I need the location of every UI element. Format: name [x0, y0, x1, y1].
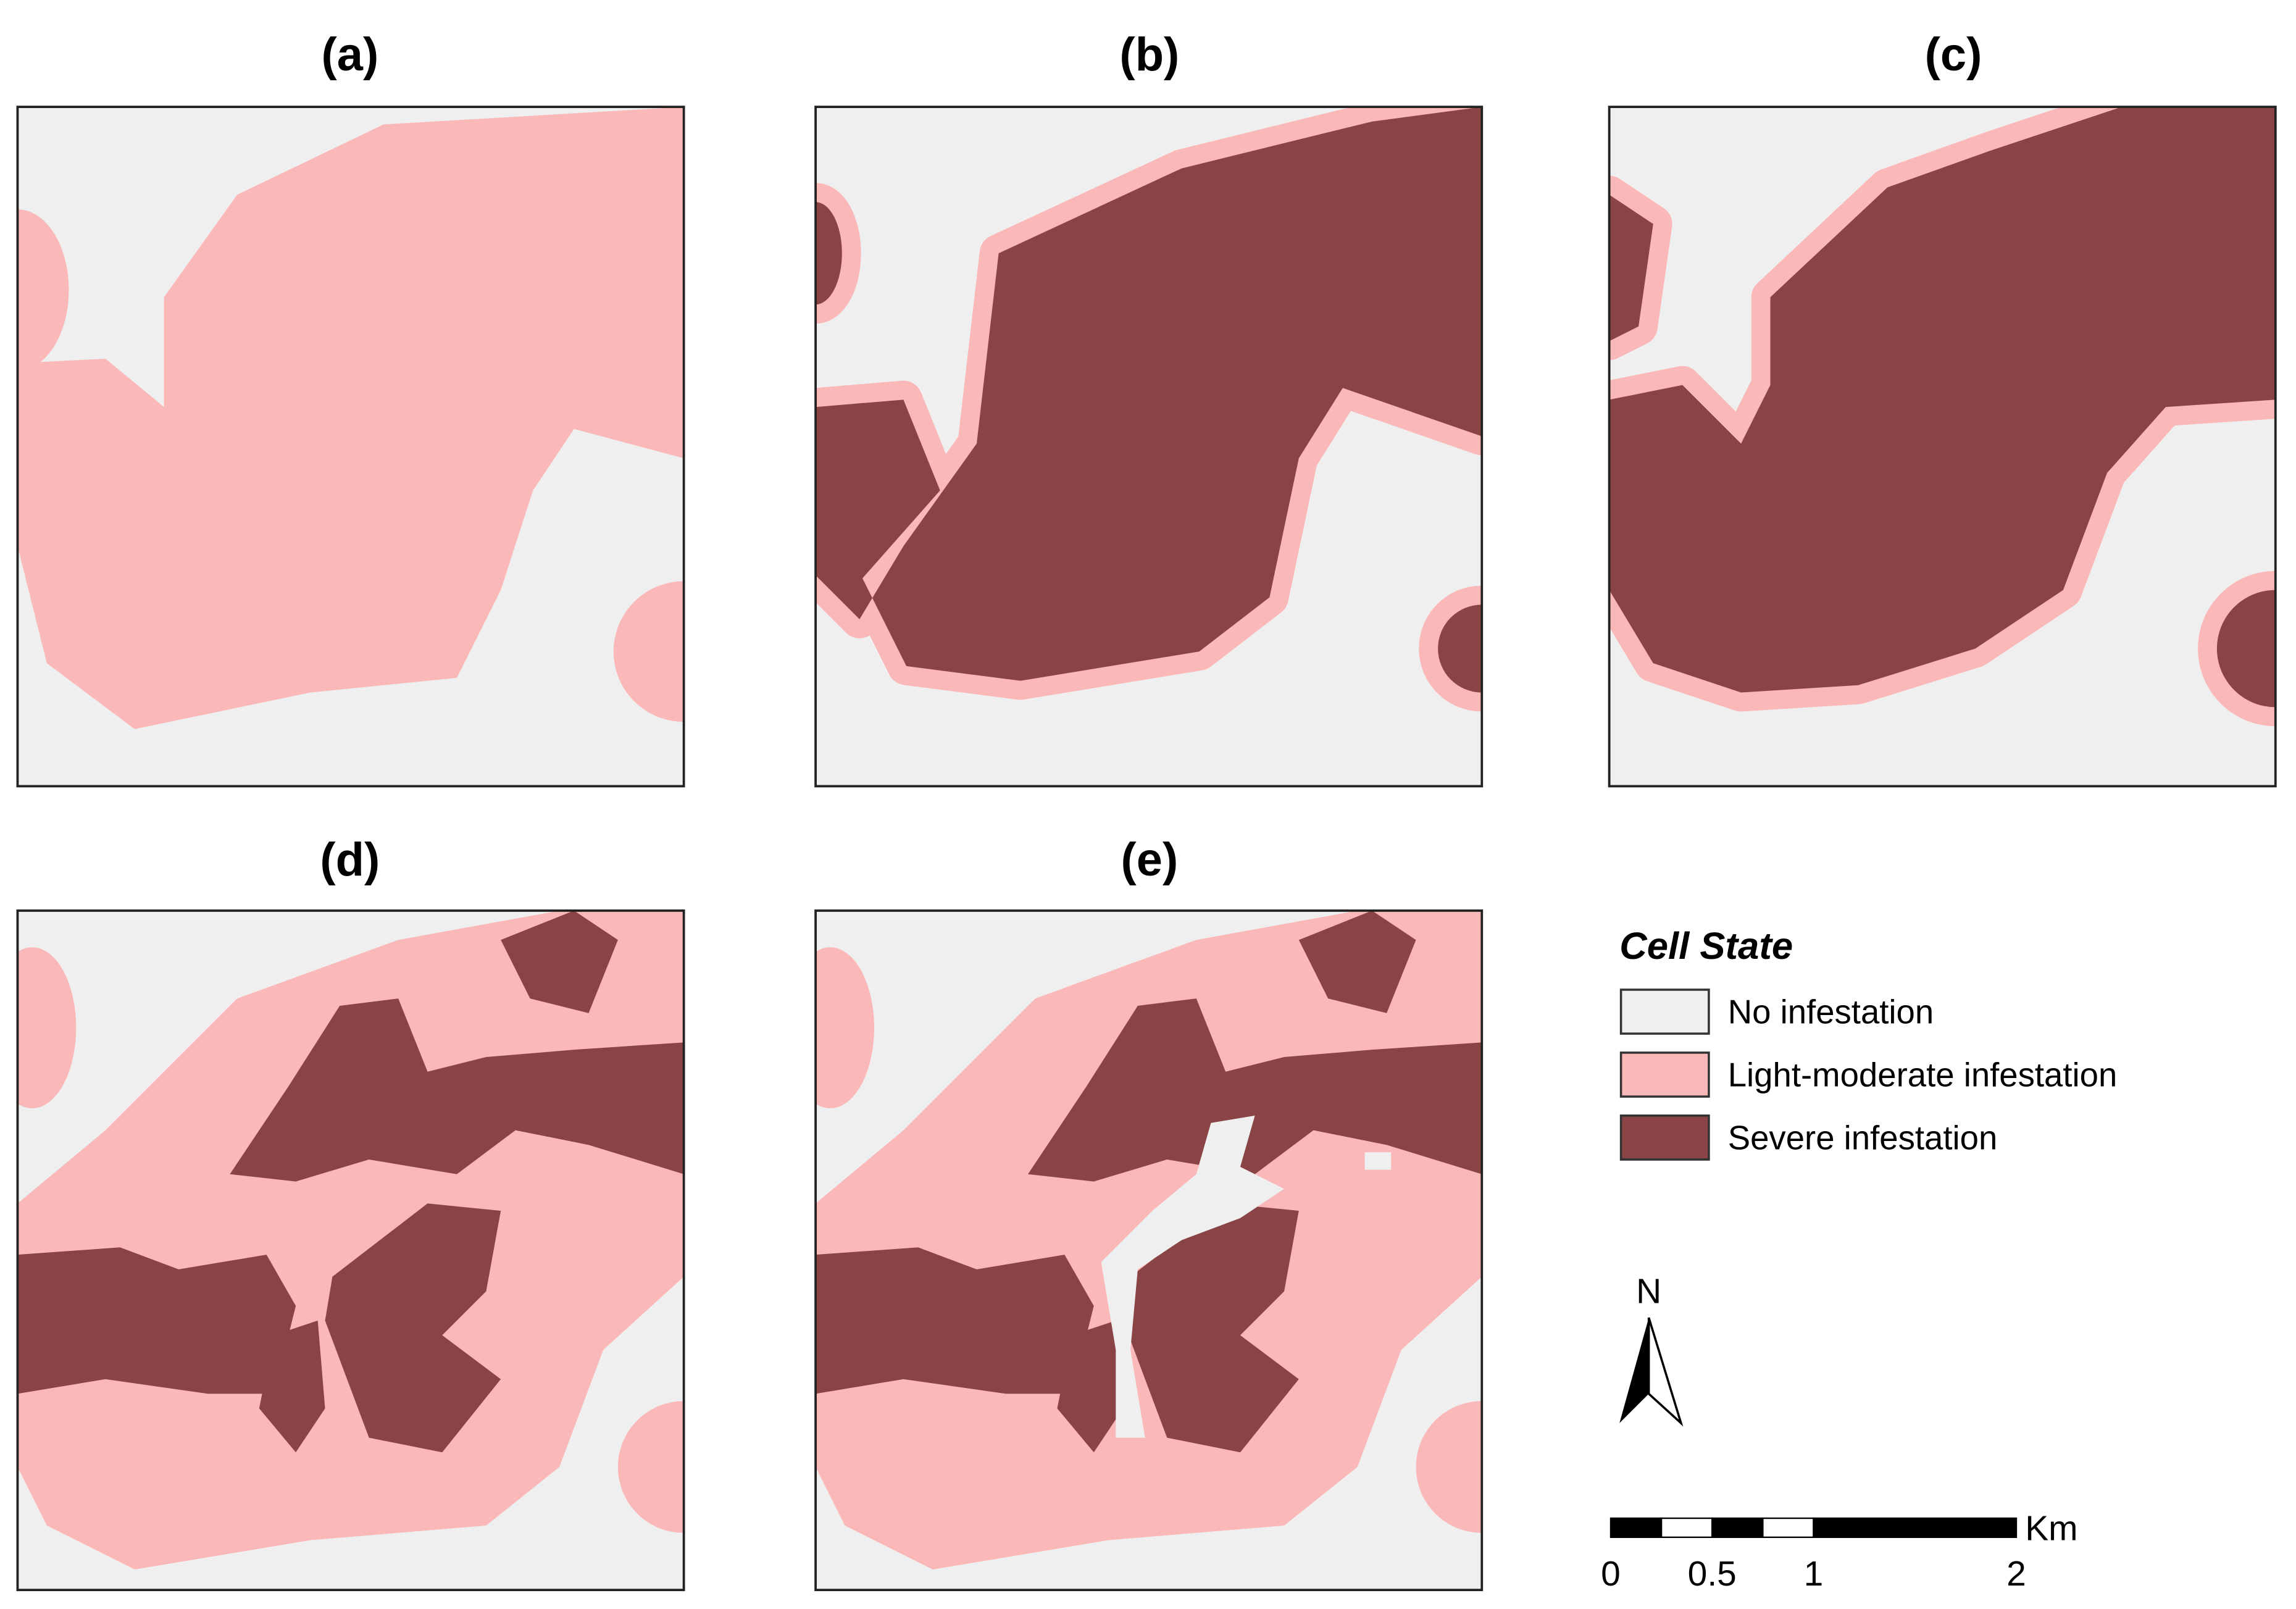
scale-segment [1711, 1517, 1764, 1538]
panel-label: (c) [1925, 28, 1982, 81]
scale-segment [1660, 1517, 1713, 1538]
scale-tick-label: 0 [1601, 1554, 1621, 1594]
panel-label: (d) [320, 834, 380, 886]
north-label: N [1636, 1271, 1661, 1311]
legend-swatch [1619, 1114, 1710, 1161]
map-panel [16, 909, 685, 1592]
map-panel [1608, 106, 2277, 788]
legend-label: No infestation [1728, 993, 1934, 1031]
scale-bar: 0 0.5 1 2 Km [1601, 1509, 2077, 1594]
legend-swatch [1619, 1051, 1710, 1098]
scale-tick-label: 1 [1804, 1554, 1824, 1594]
legend-swatch [1619, 988, 1710, 1035]
panel-label: (a) [321, 28, 378, 81]
panel-label: (e) [1121, 834, 1178, 886]
panel-label: (b) [1119, 28, 1179, 81]
scale-unit: Km [2025, 1509, 2077, 1548]
legend-label: Severe infestation [1728, 1119, 1998, 1156]
map-panel [814, 909, 1484, 1592]
scale-segment [1813, 1517, 2018, 1538]
legend-label: Light-moderate infestation [1728, 1056, 2118, 1093]
scale-segment [1609, 1517, 1663, 1538]
north-arrow [1619, 1317, 1684, 1427]
map-panel [16, 106, 685, 788]
legend: No infestation Light-moderate infestation… [1619, 988, 2118, 1161]
map-panel [814, 106, 1484, 788]
scale-tick-label: 2 [2006, 1554, 2026, 1594]
scale-segment [1762, 1517, 1814, 1538]
legend-title: Cell State [1619, 925, 1793, 967]
scale-tick-label: 0.5 [1688, 1554, 1737, 1594]
